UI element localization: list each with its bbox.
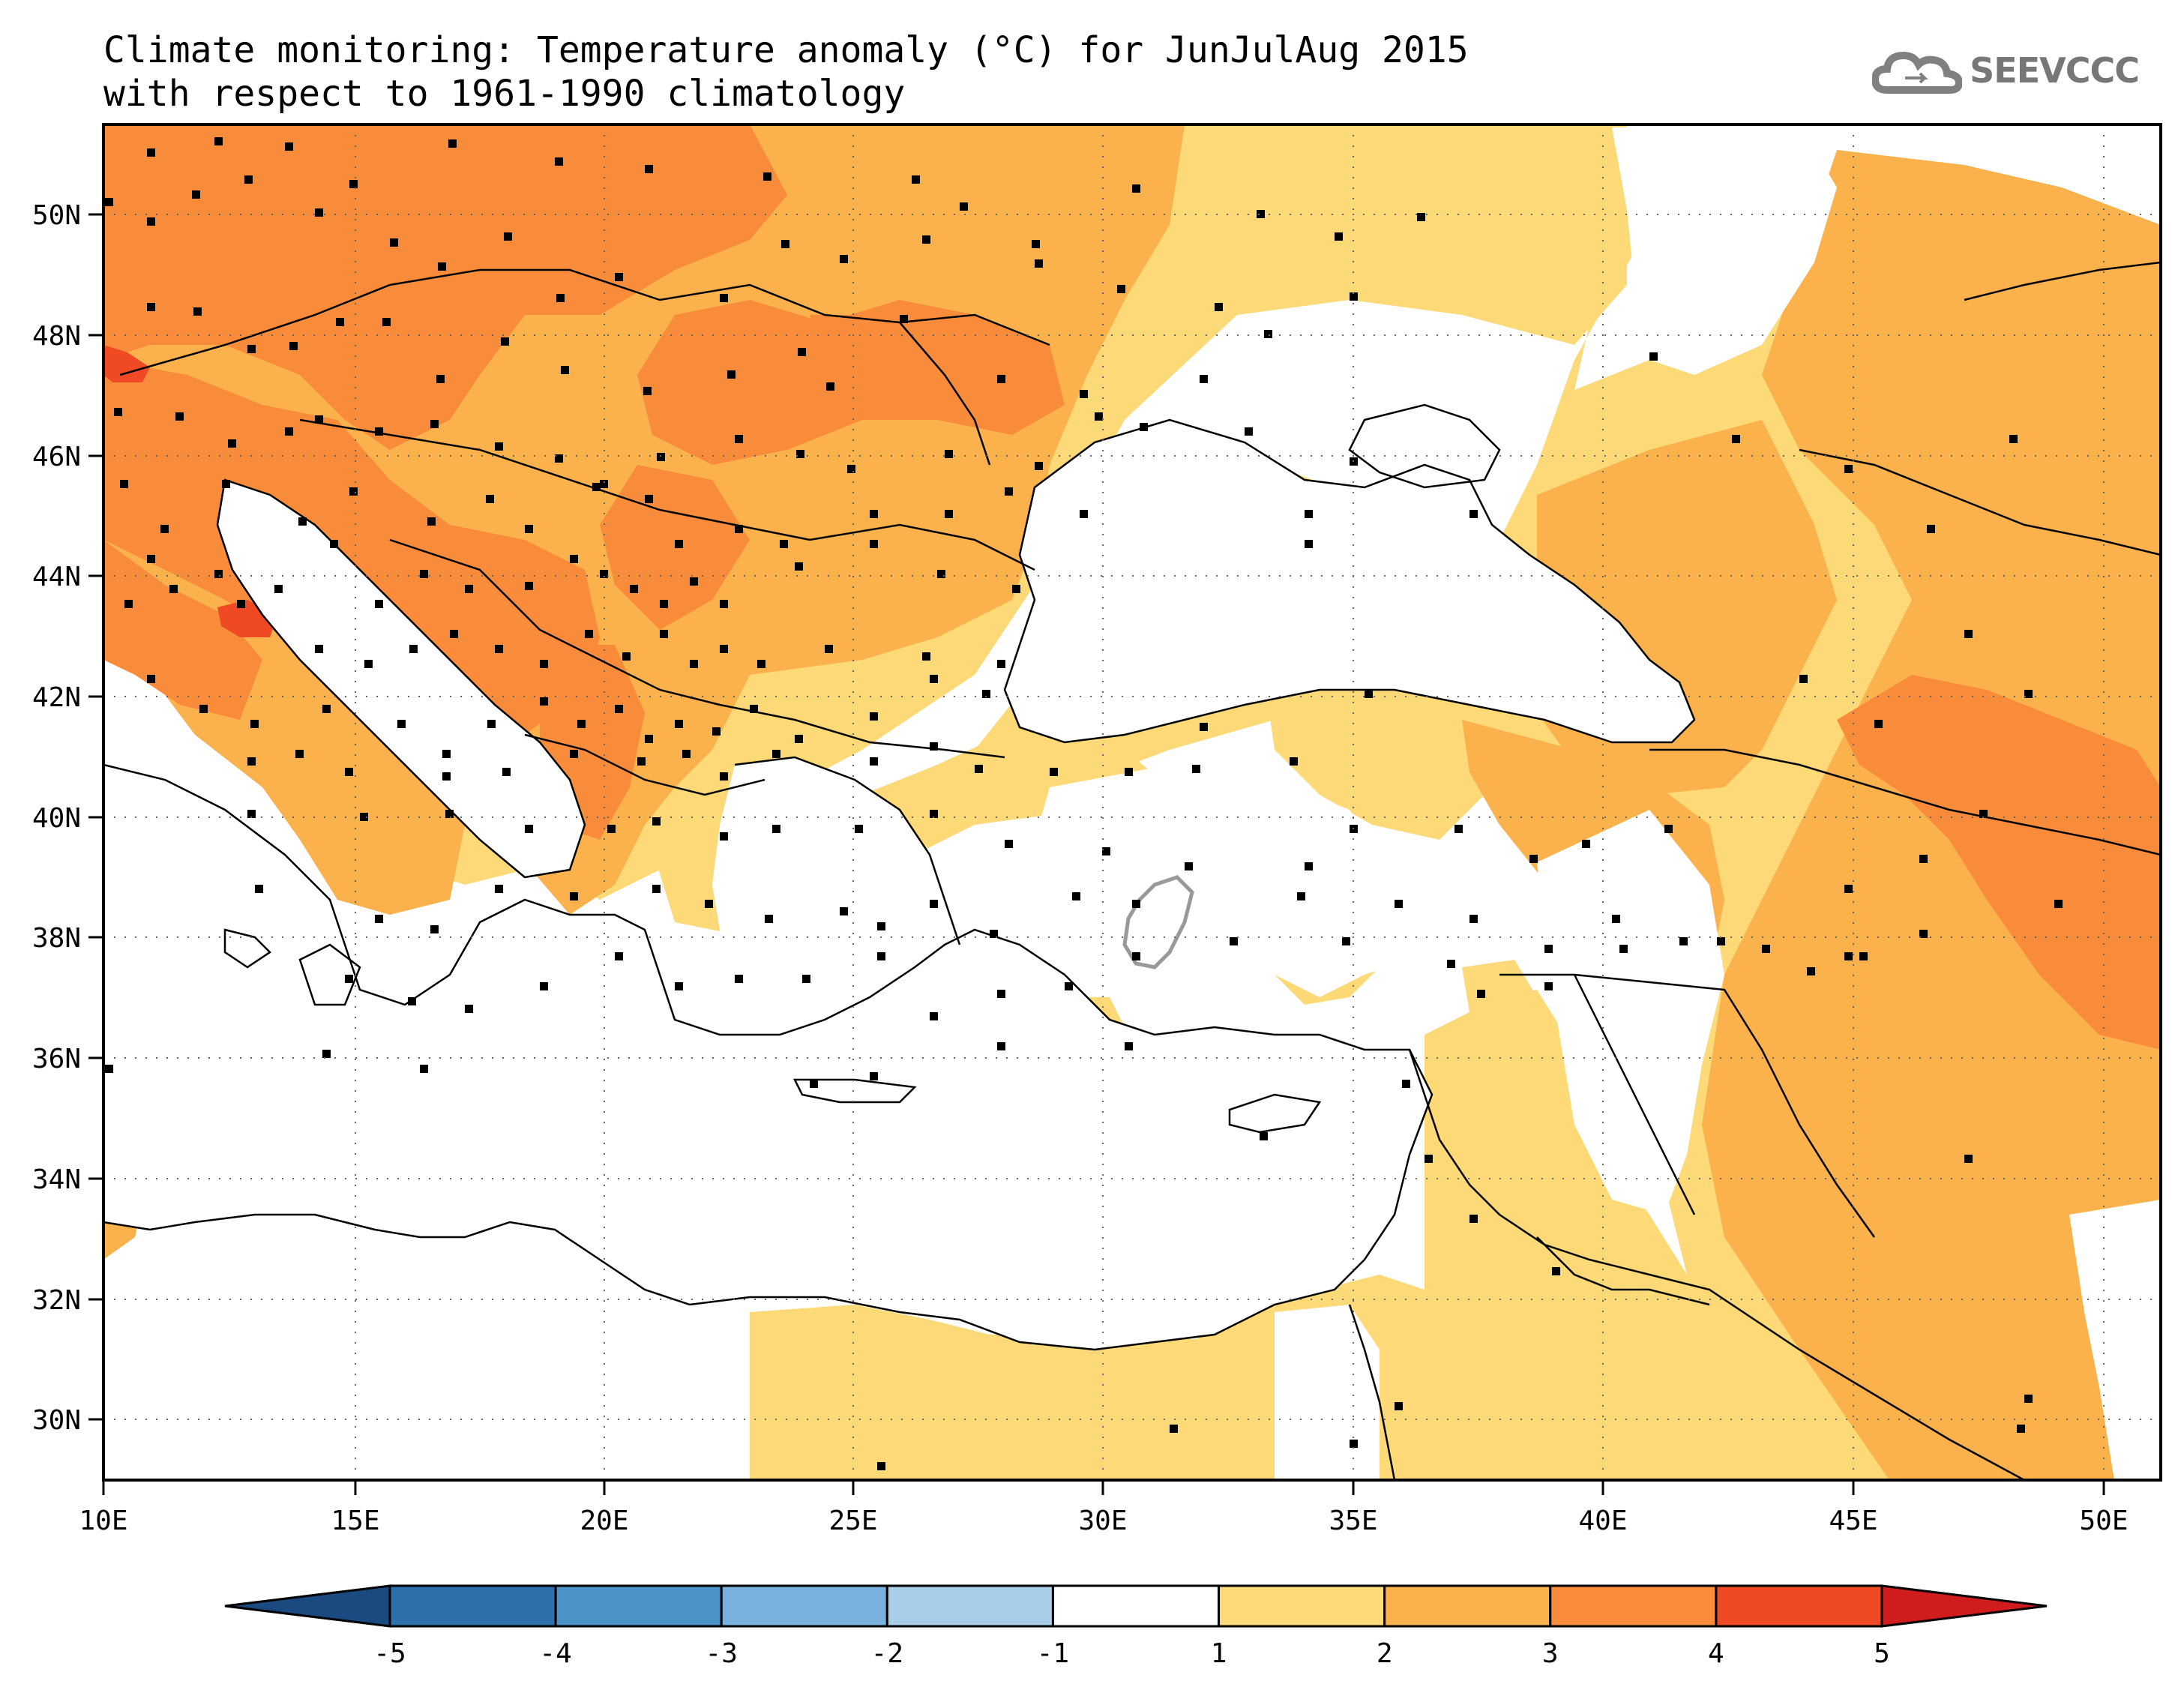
mediterranean-sea xyxy=(103,765,1432,1350)
map-frame xyxy=(102,123,2162,1482)
colorbar-segment xyxy=(1051,1584,1221,1628)
colorbar-label: 3 xyxy=(1542,1638,1559,1669)
colorbar-segment xyxy=(1383,1584,1552,1628)
y-tick-label: 46N xyxy=(32,442,81,472)
y-tick-label: 48N xyxy=(32,321,81,352)
central-anatomia xyxy=(1035,765,1425,997)
grey-contour xyxy=(1122,875,1194,969)
y-tick-label: 40N xyxy=(32,803,81,834)
colorbar-segment xyxy=(1218,1584,1386,1628)
x-tick-label: 10E xyxy=(79,1506,127,1536)
aegean-sea xyxy=(712,757,960,1005)
colorbar-segment xyxy=(720,1584,888,1628)
x-tick-label: 50E xyxy=(2079,1506,2128,1536)
colorbar-triangle-low xyxy=(224,1584,391,1628)
colorbar-label: -2 xyxy=(871,1638,903,1669)
x-tick-label: 45E xyxy=(1829,1506,1877,1536)
colorbar-label: -1 xyxy=(1037,1638,1069,1669)
anomaly-area-3-4 xyxy=(103,124,787,450)
colorbar-segment xyxy=(1549,1584,1718,1628)
y-tick-label: 30N xyxy=(32,1405,81,1436)
y-tick-label: 34N xyxy=(32,1164,81,1195)
colorbar-label: 4 xyxy=(1708,1638,1724,1669)
x-tick-label: 15E xyxy=(331,1506,379,1536)
logo-text: SEEVCCC xyxy=(1970,50,2140,91)
colorbar-label: -4 xyxy=(539,1638,571,1669)
colorbar-segment xyxy=(1715,1584,1883,1628)
y-tick-label: 38N xyxy=(32,923,81,954)
y-tick-label: 32N xyxy=(32,1285,81,1316)
cloud-icon xyxy=(1872,51,1963,94)
y-tick-label: 42N xyxy=(32,682,81,713)
seevccc-logo: SEEVCCC xyxy=(1872,46,2140,94)
x-tick-labels: 10E 15E 20E 25E 30E 35E 40E 45E 50E xyxy=(79,1506,2128,1536)
axis-ticks xyxy=(88,213,2105,1495)
adriatic-sea xyxy=(217,480,585,877)
colorbar-label: 1 xyxy=(1211,1638,1227,1669)
y-tick-label: 50N xyxy=(32,200,81,231)
anomaly-fill xyxy=(103,124,2161,1480)
title-line-2: with respect to 1961-1990 climatology xyxy=(103,73,906,115)
station-markers xyxy=(105,137,2063,1470)
colorbar-segment xyxy=(885,1584,1054,1628)
black-sea xyxy=(1005,420,1694,742)
y-tick-label: 36N xyxy=(32,1044,81,1074)
x-tick-label: 35E xyxy=(1329,1506,1377,1536)
anomaly-area-4-5 xyxy=(103,345,150,382)
y-tick-labels: 30N 32N 34N 36N 38N 40N 42N 44N 46N 48N … xyxy=(32,200,81,1436)
map-title: Climate monitoring: Temperature anomaly … xyxy=(103,28,1469,115)
x-tick-label: 40E xyxy=(1578,1506,1627,1536)
x-tick-label: 25E xyxy=(828,1506,877,1536)
colorbar-segment xyxy=(388,1584,557,1628)
colorbar-triangle-high xyxy=(1880,1584,2048,1628)
x-tick-label: 20E xyxy=(580,1506,628,1536)
colorbar-label: -5 xyxy=(373,1638,406,1669)
colorbar-label: -3 xyxy=(706,1638,738,1669)
colorbar: -5 -4 -3 -2 -1 1 2 3 4 5 xyxy=(224,1584,2048,1669)
y-tick-label: 44N xyxy=(32,562,81,592)
colorbar-label: 5 xyxy=(1874,1638,1890,1669)
x-tick-label: 30E xyxy=(1078,1506,1127,1536)
title-line-1: Climate monitoring: Temperature anomaly … xyxy=(103,29,1469,71)
colorbar-segment xyxy=(554,1584,723,1628)
azov-sea xyxy=(1350,405,1499,487)
coastlines xyxy=(103,261,2161,1480)
gridlines xyxy=(103,124,2161,1480)
colorbar-label: 2 xyxy=(1377,1638,1393,1669)
